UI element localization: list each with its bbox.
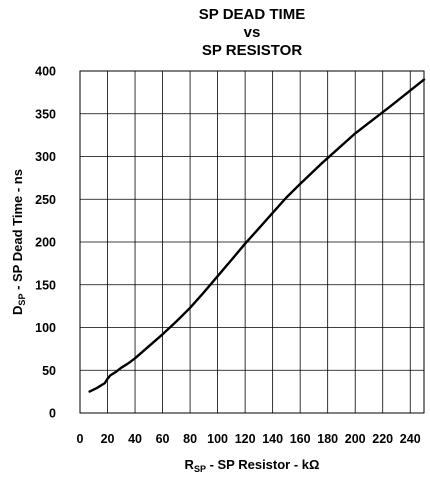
y-tick-label: 350	[35, 107, 56, 121]
x-tick-label: 100	[207, 432, 228, 446]
y-tick-label: 300	[35, 150, 56, 164]
grid	[80, 71, 424, 413]
x-tick-label: 60	[156, 432, 170, 446]
chart-title-line-3: SP RESISTOR	[202, 42, 302, 59]
y-tick-label: 50	[42, 364, 56, 378]
y-axis-label: DSP - SP Dead Time - ns	[10, 169, 27, 315]
x-tick-label: 160	[290, 432, 311, 446]
series-group	[88, 78, 426, 393]
x-axis-label: RSP - SP Resistor - kΩ	[185, 457, 320, 474]
x-tick-label: 0	[77, 432, 84, 446]
x-tick-label: 140	[262, 432, 283, 446]
chart-title-line-1: SP DEAD TIME	[199, 6, 305, 23]
y-tick-label: 100	[35, 321, 56, 335]
y-tick-label: 150	[35, 278, 56, 292]
x-tick-label: 220	[372, 432, 393, 446]
y-axis-ticks: 0 50 100 150 200 250 300 350 400	[35, 65, 56, 421]
y-tick-label: 400	[35, 65, 56, 79]
x-tick-label: 120	[235, 432, 256, 446]
y-tick-label: 250	[35, 193, 56, 207]
x-tick-label: 180	[317, 432, 338, 446]
y-tick-label: 200	[35, 236, 56, 250]
x-tick-label: 40	[128, 432, 142, 446]
y-tick-label: 0	[49, 407, 56, 421]
x-tick-label: 240	[400, 432, 421, 446]
x-tick-label: 20	[101, 432, 115, 446]
x-axis-ticks: 0 20 40 60 80 100 120 140 160 180 200 220 240	[77, 432, 421, 446]
chart-title-line-2: vs	[244, 24, 261, 41]
x-tick-label: 80	[183, 432, 197, 446]
plot-area	[79, 70, 425, 414]
x-tick-label: 200	[345, 432, 366, 446]
series-line-1	[88, 78, 426, 393]
